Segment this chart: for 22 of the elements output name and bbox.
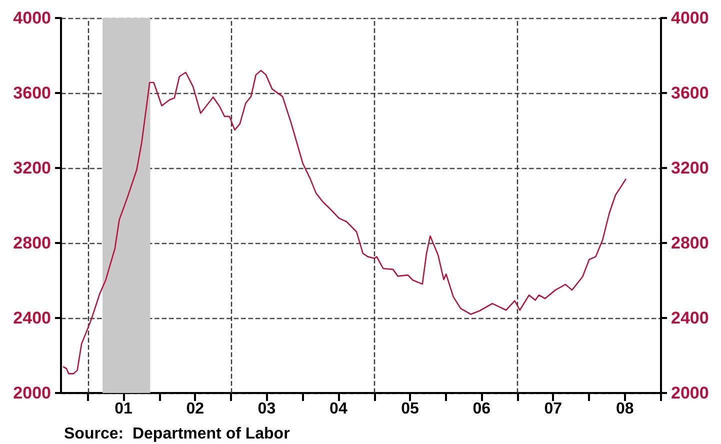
- x-tick-label: 06: [472, 400, 491, 418]
- y2-tick-label: 2800: [671, 234, 709, 252]
- y-tick-label: 2800: [13, 234, 51, 252]
- y2-tick-label: 2400: [671, 308, 709, 328]
- y-tick-label: 3600: [13, 84, 51, 102]
- y2-tick-label: 3200: [671, 158, 709, 178]
- y2-tick-label: 2000: [671, 384, 709, 402]
- y-tick-label: 2400: [13, 308, 51, 328]
- line-series: [62, 70, 626, 374]
- x-tick-label: 04: [330, 400, 348, 418]
- source-note: Source: Department of Labor: [64, 426, 290, 442]
- y2-tick-label: 4000: [671, 8, 709, 28]
- y-tick-label: 4000: [13, 8, 51, 28]
- x-tick-label: 01: [114, 400, 133, 418]
- x-tick-label: 07: [544, 400, 562, 418]
- x-tick-label: 08: [616, 400, 634, 418]
- x-tick-label: 05: [401, 400, 420, 418]
- y-tick-label: 3200: [13, 158, 51, 178]
- y-tick-label: 2000: [13, 384, 51, 402]
- x-tick-label: 03: [258, 400, 276, 418]
- x-tick-label: 02: [186, 400, 204, 418]
- y2-tick-label: 3600: [671, 84, 709, 102]
